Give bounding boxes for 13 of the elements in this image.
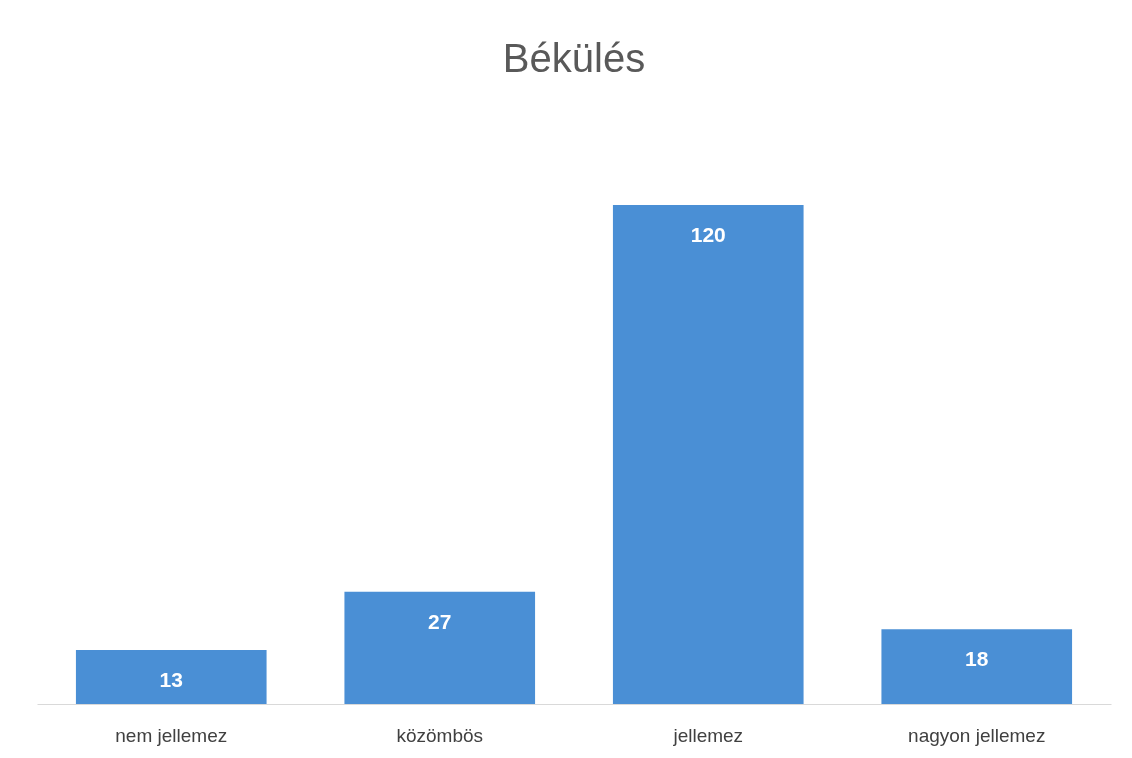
- chart-title: Békülés: [502, 36, 646, 80]
- data-label: 13: [159, 667, 183, 691]
- x-tick-label: nagyon jellemez: [908, 724, 1046, 746]
- data-label: 120: [690, 223, 726, 246]
- bar: [75, 649, 267, 704]
- x-tick-label: jellemez: [672, 724, 744, 746]
- x-tick-label: nem jellemez: [115, 724, 228, 746]
- data-label: 18: [965, 647, 989, 671]
- bar: [881, 629, 1073, 704]
- x-tick-label: közömbös: [396, 724, 484, 746]
- bar: [344, 591, 536, 704]
- data-label: 27: [428, 609, 452, 633]
- bar: [612, 205, 804, 704]
